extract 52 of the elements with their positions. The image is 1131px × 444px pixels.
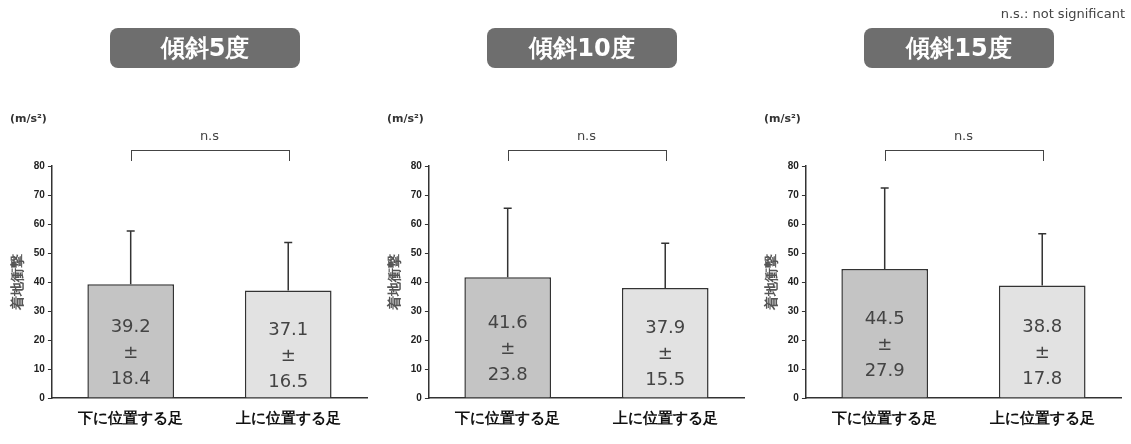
- data-label: 37.9 ± 15.5: [645, 316, 686, 390]
- y-tick-label: 10: [33, 362, 46, 374]
- y-tick-label: 50: [787, 246, 800, 258]
- y-tick-label: 80: [33, 159, 46, 171]
- y-axis-title: 着地衝撃: [9, 254, 26, 311]
- y-tick-label: 50: [33, 246, 46, 258]
- y-tick-label: 70: [33, 188, 46, 200]
- y-tick-label: 10: [410, 362, 423, 374]
- y-tick-label: 60: [410, 217, 423, 229]
- y-tick-label: 30: [787, 304, 800, 316]
- y-tick-label: 30: [33, 304, 46, 316]
- data-label: 37.1 ± 16.5: [268, 317, 309, 391]
- y-tick-label: 80: [787, 159, 800, 171]
- x-tick-label: 上に位置する足: [988, 408, 1095, 427]
- data-label: 39.2 ± 18.4: [110, 314, 151, 388]
- y-tick-label: 10: [787, 362, 800, 374]
- chart-title: 傾斜5度: [110, 28, 300, 68]
- y-tick-label: 20: [410, 333, 423, 345]
- text: n.s: [199, 128, 220, 143]
- y-tick-label: 40: [33, 275, 46, 287]
- y-tick-label: 0: [39, 391, 46, 403]
- y-tick-label: 20: [33, 333, 46, 345]
- y-tick-label: 30: [410, 304, 423, 316]
- y-tick-label: 40: [787, 275, 800, 287]
- y-tick-label: 50: [410, 246, 423, 258]
- x-tick-label: 下に位置する足: [831, 408, 938, 427]
- data-label: 41.6 ± 23.8: [487, 311, 528, 385]
- y-tick-label: 80: [410, 159, 423, 171]
- y-tick-label: 40: [410, 275, 423, 287]
- text: n.s.: not significant: [1000, 6, 1125, 21]
- chart-title: 傾斜15度: [864, 28, 1054, 68]
- chart-title: 傾斜10度: [487, 28, 677, 68]
- x-tick-label: 上に位置する足: [234, 408, 341, 427]
- data-label: 38.8 ± 17.8: [1022, 315, 1063, 389]
- text: n.s: [953, 128, 974, 143]
- y-axis-title: 着地衝撃: [763, 254, 780, 311]
- y-tick-label: 0: [416, 391, 423, 403]
- y-tick-label: 70: [410, 188, 423, 200]
- text: (m/s²): [387, 112, 424, 125]
- x-tick-label: 上に位置する足: [611, 408, 718, 427]
- x-tick-label: 下に位置する足: [77, 408, 184, 427]
- y-axis-title: 着地衝撃: [386, 254, 403, 311]
- y-tick-label: 60: [33, 217, 46, 229]
- x-tick-label: 下に位置する足: [454, 408, 561, 427]
- text: (m/s²): [764, 112, 801, 125]
- y-tick-label: 0: [793, 391, 800, 403]
- data-label: 44.5 ± 27.9: [864, 306, 905, 380]
- text: n.s: [576, 128, 597, 143]
- y-tick-label: 70: [787, 188, 800, 200]
- y-tick-label: 20: [787, 333, 800, 345]
- y-tick-label: 60: [787, 217, 800, 229]
- text: (m/s²): [10, 112, 47, 125]
